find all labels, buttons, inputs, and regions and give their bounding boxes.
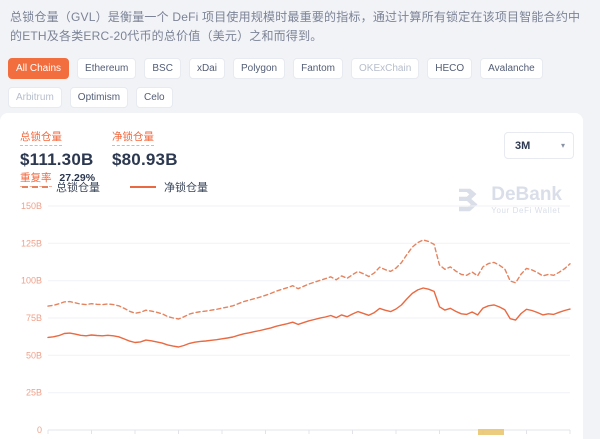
legend-label: 总锁仓量 (56, 182, 100, 194)
stat-net-tvl-value: $80.93B (112, 150, 178, 169)
tab-avalanche[interactable]: Avalanche (480, 58, 543, 79)
chevron-down-icon: ▾ (560, 141, 565, 150)
solid-line-swatch (130, 186, 156, 188)
stat-overlap-rate-value: 27.29% (59, 172, 96, 184)
tab-celo[interactable]: Celo (136, 87, 173, 108)
svg-text:50B: 50B (26, 350, 42, 360)
legend-label: 净锁仓量 (164, 182, 208, 194)
stat-net-tvl-label: 净锁仓量 (112, 129, 154, 146)
svg-text:0: 0 (37, 425, 42, 435)
svg-text:125B: 125B (21, 238, 42, 248)
legend-item-dashed[interactable]: 总锁仓量 (22, 179, 100, 195)
tab-okexchain[interactable]: OKExChain (351, 58, 420, 79)
chart-legend: 总锁仓量 净锁仓量 (22, 179, 238, 195)
chain-tabs: All Chains Ethereum BSC xDai Polygon Fantom OK… (8, 58, 578, 116)
time-range-selector[interactable]: 3M ▾ (504, 132, 574, 159)
tab-ethereum[interactable]: Ethereum (77, 58, 137, 79)
svg-text:100B: 100B (21, 276, 42, 286)
stat-net-tvl: 净锁仓量 $80.93B (112, 127, 178, 170)
legend-item-solid[interactable]: 净锁仓量 (130, 179, 208, 195)
tvl-line-chart[interactable]: 150B 125B 100B 75B 50B 25B 0 (0, 198, 583, 439)
stat-overlap-rate: 重复率 27.29% (20, 170, 95, 187)
tab-heco[interactable]: HECO (427, 58, 473, 79)
stat-total-tvl-value: $111.30B (20, 150, 94, 169)
stat-total-tvl: 总锁仓量 $111.30B (20, 127, 93, 170)
tab-all-chains[interactable]: All Chains (8, 58, 70, 79)
tab-fantom[interactable]: Fantom (293, 58, 344, 79)
svg-text:75B: 75B (26, 313, 42, 323)
dashed-line-swatch (22, 186, 48, 188)
tvl-chart-card: 总锁仓量 $111.30B 净锁仓量 $80.93B 重复率 27.29% 3M… (0, 113, 583, 439)
debank-watermark-tagline: Your DeFi Wallet (491, 206, 561, 215)
svg-text:150B: 150B (21, 201, 42, 211)
svg-text:25B: 25B (26, 388, 42, 398)
stat-total-tvl-label: 总锁仓量 (20, 129, 62, 146)
tab-arbitrum[interactable]: Arbitrum (8, 87, 62, 108)
tab-optimism[interactable]: Optimism (69, 87, 129, 108)
time-range-value: 3M (515, 139, 531, 152)
tab-polygon[interactable]: Polygon (232, 58, 286, 79)
tvl-description: 总锁仓量（GVL）是衡量一个 DeFi 项目使用规模时最重要的指标，通过计算所有… (10, 10, 581, 43)
tab-bsc[interactable]: BSC (144, 58, 181, 79)
debank-watermark-name: DeBank (491, 184, 562, 205)
tab-xdai[interactable]: xDai (188, 58, 225, 79)
